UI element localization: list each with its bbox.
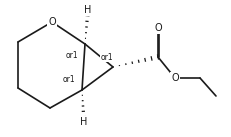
Text: or1: or1 [62, 75, 75, 85]
Text: or1: or1 [65, 52, 78, 61]
Text: O: O [48, 17, 56, 27]
Text: or1: or1 [100, 52, 113, 62]
Text: O: O [170, 73, 178, 83]
Text: O: O [154, 23, 161, 33]
Text: H: H [84, 5, 91, 15]
Text: H: H [80, 117, 87, 127]
